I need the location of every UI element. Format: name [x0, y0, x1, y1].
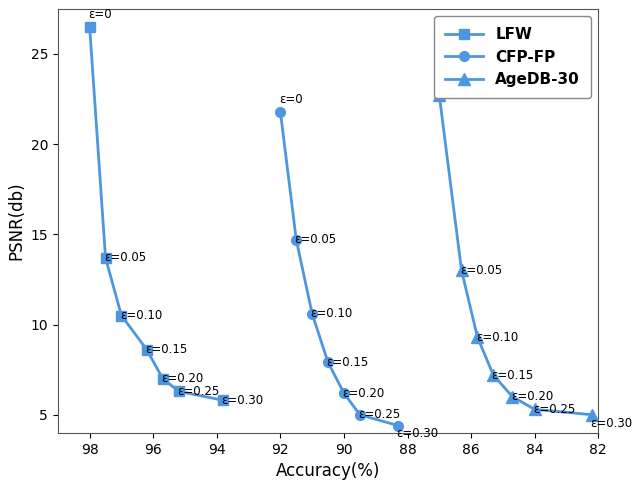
AgeDB-30: [490, 372, 497, 378]
Text: ε=0.05: ε=0.05: [104, 251, 146, 264]
Text: ε=0.25: ε=0.25: [177, 385, 220, 398]
Text: ε=0.25: ε=0.25: [533, 403, 575, 416]
CFP-FP: [394, 423, 402, 429]
Text: ε=0.20: ε=0.20: [511, 390, 553, 403]
AgeDB-30: [435, 93, 443, 98]
LFW: [86, 24, 93, 30]
Y-axis label: PSNR(db): PSNR(db): [7, 182, 25, 260]
Text: ε=0.15: ε=0.15: [145, 343, 188, 356]
Text: ε=0: ε=0: [438, 77, 461, 90]
LFW: [175, 388, 182, 394]
LFW: [118, 313, 125, 318]
CFP-FP: [340, 390, 348, 396]
Text: ε=0.15: ε=0.15: [492, 369, 534, 381]
CFP-FP: [324, 359, 332, 365]
LFW: [102, 255, 109, 261]
Text: ε=0.30: ε=0.30: [590, 416, 632, 430]
CFP-FP: [356, 412, 364, 418]
Line: AgeDB-30: AgeDB-30: [434, 90, 597, 420]
Text: ε=0.05: ε=0.05: [294, 233, 337, 246]
Line: LFW: LFW: [84, 22, 228, 405]
CFP-FP: [276, 109, 284, 114]
LFW: [220, 397, 227, 403]
X-axis label: Accuracy(%): Accuracy(%): [276, 462, 380, 480]
Legend: LFW, CFP-FP, AgeDB-30: LFW, CFP-FP, AgeDB-30: [434, 17, 591, 98]
Text: ε=0: ε=0: [88, 8, 111, 21]
CFP-FP: [308, 311, 316, 317]
Text: ε=0.30: ε=0.30: [396, 428, 438, 440]
Text: ε=0.10: ε=0.10: [310, 307, 353, 320]
Text: ε=0.20: ε=0.20: [342, 387, 385, 400]
Text: ε=0.10: ε=0.10: [120, 309, 162, 322]
Text: ε=0.10: ε=0.10: [476, 331, 518, 344]
Line: CFP-FP: CFP-FP: [275, 107, 403, 431]
Text: ε=0.15: ε=0.15: [326, 356, 369, 369]
CFP-FP: [292, 237, 300, 243]
AgeDB-30: [509, 394, 516, 400]
LFW: [159, 376, 166, 382]
AgeDB-30: [531, 406, 538, 412]
Text: ε=0.25: ε=0.25: [358, 408, 401, 421]
AgeDB-30: [588, 412, 596, 418]
AgeDB-30: [474, 334, 481, 340]
Text: ε=0.05: ε=0.05: [460, 264, 502, 277]
LFW: [143, 347, 150, 353]
AgeDB-30: [458, 267, 465, 273]
Text: ε=0.30: ε=0.30: [221, 394, 264, 407]
Text: ε=0.20: ε=0.20: [161, 372, 204, 385]
Text: ε=0: ε=0: [279, 93, 302, 106]
